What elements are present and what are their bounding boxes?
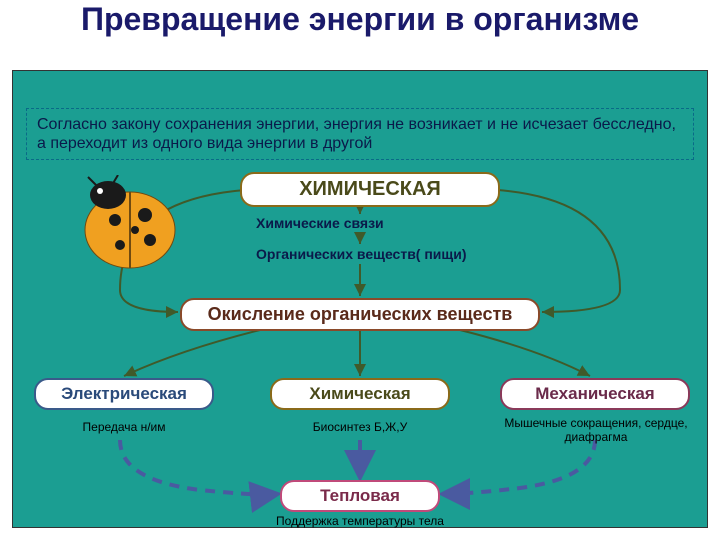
thermal-caption: Поддержка температуры тела bbox=[270, 514, 450, 528]
chem-sub1: Химические связи bbox=[256, 215, 384, 231]
intro-text-box: Согласно закону сохранения энергии, энер… bbox=[26, 108, 694, 160]
ladybug-icon bbox=[70, 175, 190, 275]
page-title: Превращение энергии в организме bbox=[0, 2, 720, 37]
mechanical-caption: Мышечные сокращения, сердце, диафрагма bbox=[504, 416, 688, 444]
node-oxidation: Окисление органических веществ bbox=[180, 298, 540, 331]
chem-sub2: Органических веществ( пищи) bbox=[256, 246, 467, 262]
node-thermal: Тепловая bbox=[280, 480, 440, 512]
electric-caption: Передача н/им bbox=[44, 420, 204, 434]
node-chemical-top: ХИМИЧЕСКАЯ bbox=[240, 172, 500, 207]
chemical-mid-caption: Биосинтез Б,Ж,У bbox=[280, 420, 440, 434]
node-chemical-mid: Химическая bbox=[270, 378, 450, 410]
node-electric: Электрическая bbox=[34, 378, 214, 410]
node-mechanical: Механическая bbox=[500, 378, 690, 410]
